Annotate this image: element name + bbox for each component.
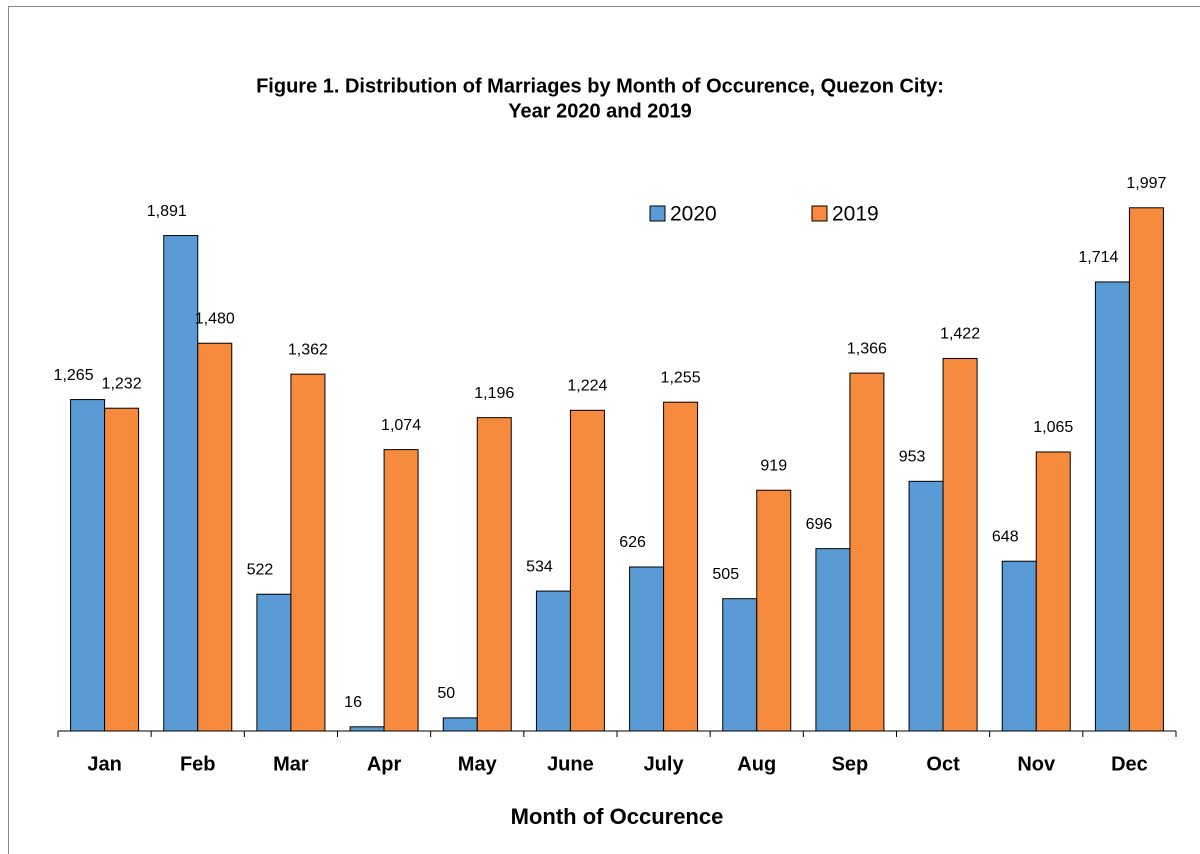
legend-label: 2019 <box>832 203 879 226</box>
x-tick-label: July <box>644 753 685 775</box>
x-tick-label: Sep <box>832 753 869 775</box>
bar <box>629 566 665 732</box>
bar <box>1001 560 1037 732</box>
bar <box>569 409 605 732</box>
data-label: 1,366 <box>847 340 887 357</box>
x-tick-label: Dec <box>1111 753 1148 775</box>
data-label: 1,065 <box>1033 419 1073 436</box>
data-label: 1,891 <box>147 203 187 220</box>
chart-title: Figure 1. Distribution of Marriages by M… <box>256 75 944 97</box>
data-label: 919 <box>760 457 787 474</box>
bar <box>722 598 758 732</box>
bar <box>908 480 944 732</box>
legend-swatch <box>811 205 828 222</box>
x-tick-label: Mar <box>273 753 309 775</box>
bar <box>849 372 885 732</box>
data-label: 1,265 <box>54 367 94 384</box>
data-label: 648 <box>992 528 1019 545</box>
bar <box>815 548 851 732</box>
data-label: 1,997 <box>1126 175 1166 192</box>
data-label: 1,074 <box>381 417 421 434</box>
legend-label: 2020 <box>670 203 717 226</box>
bar <box>197 342 233 732</box>
x-tick-label: June <box>547 753 594 775</box>
bar <box>163 235 199 732</box>
bar <box>1035 451 1071 732</box>
bar <box>756 489 792 732</box>
x-tick-label: Apr <box>367 753 402 775</box>
data-label: 1,362 <box>288 341 328 358</box>
x-tick-label: May <box>458 753 498 775</box>
data-label: 953 <box>899 449 926 466</box>
bar <box>104 407 140 732</box>
data-label: 626 <box>619 534 646 551</box>
bar <box>70 399 106 732</box>
bar <box>256 593 292 732</box>
data-label: 1,232 <box>102 375 142 392</box>
bar <box>942 357 978 732</box>
x-tick-label: Feb <box>180 753 216 775</box>
bar <box>442 717 478 732</box>
x-tick-label: Nov <box>1017 753 1056 775</box>
data-label: 534 <box>526 558 553 575</box>
data-label: 1,480 <box>195 310 235 327</box>
x-tick-label: Jan <box>87 753 121 775</box>
bar <box>1128 207 1164 732</box>
data-label: 16 <box>344 694 362 711</box>
data-label: 1,714 <box>1078 249 1118 266</box>
data-label: 696 <box>806 516 833 533</box>
bar <box>383 449 419 732</box>
chart-subtitle: Year 2020 and 2019 <box>508 100 691 122</box>
bar <box>1094 281 1130 732</box>
data-label: 522 <box>247 561 274 578</box>
x-tick-label: Oct <box>926 753 960 775</box>
legend-swatch <box>649 205 666 222</box>
data-label: 1,224 <box>567 378 607 395</box>
data-label: 50 <box>437 685 455 702</box>
data-label: 1,255 <box>661 369 701 386</box>
bar <box>535 590 571 732</box>
bar <box>290 373 326 732</box>
bar <box>476 417 512 732</box>
chart-frame <box>8 6 1200 854</box>
bar <box>349 726 385 732</box>
x-tick-label: Aug <box>737 753 776 775</box>
data-label: 505 <box>712 566 739 583</box>
bar <box>663 401 699 732</box>
data-label: 1,196 <box>474 385 514 402</box>
x-axis-title: Month of Occurence <box>511 804 724 829</box>
data-label: 1,422 <box>940 326 980 343</box>
